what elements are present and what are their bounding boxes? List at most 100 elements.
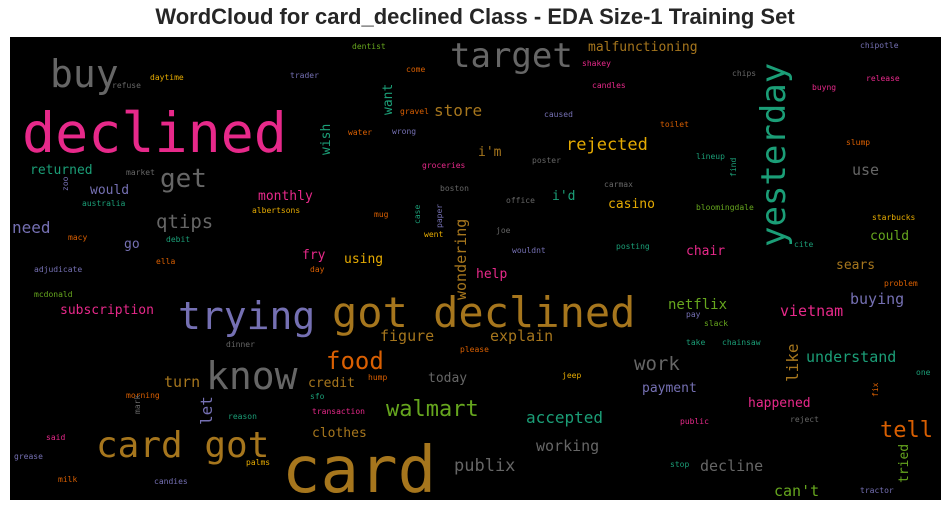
- word-caused: caused: [544, 110, 573, 119]
- word-buy: buy: [50, 52, 119, 96]
- word-shakey: shakey: [582, 59, 611, 68]
- word-poster: poster: [532, 156, 561, 165]
- word-happened: happened: [748, 396, 811, 411]
- word-mcdonald: mcdonald: [34, 290, 73, 299]
- word-market: market: [126, 168, 155, 177]
- word-rejected: rejected: [566, 135, 648, 155]
- word-come: come: [406, 65, 425, 74]
- word-find: find: [729, 158, 738, 177]
- word-sfo: sfo: [310, 392, 325, 401]
- word-australia: australia: [82, 199, 126, 208]
- word-lineup: lineup: [696, 152, 725, 161]
- word-zoo: zoo: [61, 176, 70, 191]
- word-chips: chips: [732, 69, 756, 78]
- word-pay: pay: [686, 310, 701, 319]
- word-trying: trying: [178, 294, 315, 338]
- word-payment: payment: [642, 381, 697, 396]
- word-decline: decline: [700, 457, 763, 475]
- word-palms: palms: [246, 458, 270, 467]
- word-work: work: [634, 353, 680, 375]
- word-casino: casino: [608, 197, 655, 212]
- word-go: go: [124, 237, 140, 252]
- word-publix: publix: [454, 456, 515, 476]
- word-carmax: carmax: [604, 180, 633, 189]
- word-paper: paper: [435, 204, 444, 228]
- word-i-d: i'd: [552, 189, 575, 204]
- word-went: went: [424, 230, 443, 239]
- word-gravel: gravel: [400, 107, 429, 116]
- word-fix: fix: [871, 382, 880, 397]
- word-fry: fry: [302, 248, 326, 263]
- word-jeep: jeep: [562, 371, 581, 380]
- word-card: card: [282, 434, 436, 500]
- word-posting: posting: [616, 242, 650, 251]
- word-cloud-background: [10, 37, 941, 500]
- word-explain: explain: [490, 327, 553, 345]
- word-ella: ella: [156, 257, 175, 266]
- word-bloomingdale: bloomingdale: [696, 203, 754, 212]
- word-take: take: [686, 338, 705, 347]
- word-dentist: dentist: [352, 42, 386, 51]
- word-adjudicate: adjudicate: [34, 265, 82, 274]
- word-release: release: [866, 74, 900, 83]
- word-chair: chair: [686, 244, 725, 259]
- word-understand: understand: [806, 348, 896, 366]
- word-like: like: [783, 343, 802, 382]
- word-problem: problem: [884, 279, 918, 288]
- word-buying: buying: [850, 290, 904, 308]
- word-vietnam: vietnam: [780, 302, 843, 320]
- word-cite: cite: [794, 240, 813, 249]
- word-help: help: [476, 267, 507, 282]
- word-buyng: buyng: [812, 83, 836, 92]
- word-one: one: [916, 368, 931, 377]
- word-joe: joe: [496, 226, 511, 235]
- word-netflix: netflix: [668, 297, 727, 313]
- word-turn: turn: [164, 373, 200, 391]
- word-starbucks: starbucks: [872, 213, 916, 222]
- word-reject: reject: [790, 415, 819, 424]
- word-groceries: groceries: [422, 161, 466, 170]
- word-target: target: [450, 37, 573, 76]
- word-using: using: [344, 252, 383, 267]
- word-mark: mark: [133, 395, 142, 414]
- word-refuse: refuse: [112, 81, 141, 90]
- word-tried: tried: [897, 444, 912, 483]
- word-tractor: tractor: [860, 486, 894, 495]
- word-walmart: walmart: [386, 397, 479, 422]
- word-slump: slump: [846, 138, 870, 147]
- word-know: know: [206, 354, 298, 398]
- word-got-declined: got declined: [332, 288, 635, 337]
- word-store: store: [434, 101, 482, 120]
- word-today: today: [428, 371, 467, 386]
- word-dinner: dinner: [226, 340, 255, 349]
- word-macy: macy: [68, 233, 87, 242]
- word-boston: boston: [440, 184, 469, 193]
- word-tell: tell: [880, 418, 933, 443]
- word-day: day: [310, 265, 325, 274]
- word-wrong: wrong: [392, 127, 416, 136]
- word-chipotle: chipotle: [860, 41, 899, 50]
- word-card-got: card got: [96, 425, 269, 466]
- word-cloud: card declined got declined trying buy know car…: [10, 37, 941, 500]
- word-hump: hump: [368, 373, 387, 382]
- word-grease: grease: [14, 452, 43, 461]
- word-malfunctioning: malfunctioning: [588, 40, 698, 55]
- word-returned: returned: [30, 163, 93, 178]
- word-wondering: wondering: [452, 219, 470, 300]
- word-slack: slack: [704, 319, 728, 328]
- word-trader: trader: [290, 71, 319, 80]
- word-qtips: qtips: [156, 211, 213, 233]
- word-debit: debit: [166, 235, 190, 244]
- word-could: could: [870, 229, 909, 244]
- word-candies: candies: [154, 477, 188, 486]
- word-monthly: monthly: [258, 189, 313, 204]
- word-please: please: [460, 345, 489, 354]
- word-accepted: accepted: [526, 408, 603, 427]
- word-wouldnt: wouldnt: [512, 246, 546, 255]
- word-use: use: [852, 161, 879, 179]
- word-would: would: [90, 183, 129, 198]
- word-chainsaw: chainsaw: [722, 338, 761, 347]
- word-clothes: clothes: [312, 426, 367, 441]
- word-subscription: subscription: [60, 303, 154, 318]
- word-food: food: [326, 347, 384, 375]
